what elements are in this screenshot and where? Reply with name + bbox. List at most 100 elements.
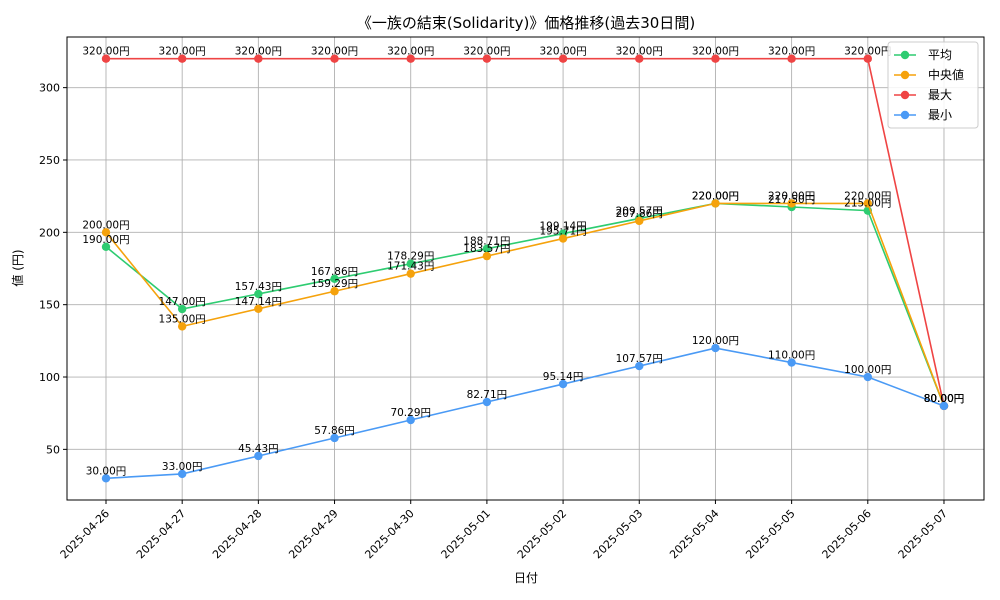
data-point (787, 199, 796, 208)
data-label: 80.00円 (924, 393, 965, 405)
data-label: 195.71円 (539, 226, 586, 238)
data-label: 95.14円 (543, 371, 584, 383)
legend-label: 最大 (928, 88, 952, 102)
legend-label: 平均 (928, 48, 952, 62)
data-label: 167.86円 (311, 266, 358, 278)
data-label: 217.50円 (768, 194, 815, 206)
y-tick-label: 200 (39, 226, 60, 239)
data-label: 57.86円 (314, 425, 355, 437)
data-label: 110.00円 (768, 350, 815, 362)
data-label: 80.00円 (924, 393, 965, 405)
data-point (635, 361, 644, 371)
data-point (330, 54, 339, 63)
data-label: 30.00円 (86, 465, 127, 477)
data-label: 220.00円 (692, 190, 739, 202)
data-point (482, 54, 492, 63)
data-label: 82.71円 (467, 389, 508, 401)
legend-label: 最小 (928, 108, 952, 122)
data-label: 147.00円 (159, 296, 206, 308)
data-point (177, 54, 187, 63)
x-tick-label: 2025-04-26 (58, 507, 112, 561)
data-point (254, 451, 263, 461)
data-point (177, 304, 187, 314)
data-label: 320.00円 (768, 46, 815, 58)
data-label: 320.00円 (463, 46, 510, 58)
data-point (939, 401, 949, 411)
data-point (482, 251, 492, 261)
legend-box (887, 41, 979, 129)
legend-marker (900, 110, 910, 120)
data-point (558, 234, 568, 243)
x-axis-label: 日付 (514, 571, 538, 585)
data-label: 178.29円 (387, 251, 434, 263)
data-point (787, 358, 796, 367)
x-tick-label: 2025-05-05 (743, 507, 797, 561)
data-point (558, 379, 568, 389)
data-point (101, 54, 111, 63)
y-tick-label: 300 (39, 82, 60, 95)
data-label: 320.00円 (82, 46, 129, 58)
data-point (101, 228, 111, 237)
data-label: 320.00円 (235, 46, 282, 58)
x-tick-label: 2025-05-01 (439, 507, 493, 561)
data-label: 220.00円 (768, 190, 815, 202)
data-label: 199.14円 (539, 221, 586, 233)
legend-marker (900, 90, 910, 100)
series-line (105, 202, 945, 407)
series-group (101, 54, 949, 483)
data-label: 320.00円 (539, 46, 586, 58)
data-label: 183.57円 (463, 243, 510, 255)
series-line (105, 202, 945, 407)
data-point (254, 54, 263, 63)
data-point (635, 216, 644, 226)
data-point (330, 274, 339, 284)
data-point (177, 322, 187, 331)
data-label: 190.00円 (82, 234, 129, 246)
plot-area (66, 36, 985, 501)
data-point (330, 433, 339, 443)
data-label: 188.71円 (463, 236, 510, 248)
data-point (406, 415, 415, 425)
data-point (330, 287, 339, 296)
y-axis-label: 値 (円) (10, 249, 25, 286)
data-labels: 190.00円 147.00円 157.43円 167.86円 178.29円 188.7… (82, 46, 964, 478)
data-point (787, 54, 796, 63)
data-label: 320.00円 (159, 46, 206, 58)
data-label: 320.00円 (616, 46, 663, 58)
legend-marker (900, 50, 910, 60)
data-point (863, 372, 872, 382)
y-tick-label: 150 (39, 299, 60, 312)
data-point (558, 54, 568, 63)
data-label: 207.86円 (616, 208, 663, 220)
data-label: 80.00円 (924, 393, 965, 405)
data-label: 320.00円 (844, 46, 891, 58)
data-label: 220.00円 (692, 190, 739, 202)
data-label: 320.00円 (311, 46, 358, 58)
data-point (254, 289, 263, 299)
x-axis-ticks: 2025-04-26 2025-04-27 2025-04-28 2025-04-29… (58, 500, 950, 561)
data-label: 209.57円 (616, 205, 663, 217)
data-point (711, 54, 720, 63)
data-label: 147.14円 (235, 296, 282, 308)
data-point (711, 199, 720, 208)
data-point (482, 397, 492, 407)
x-tick-label: 2025-04-30 (362, 507, 416, 561)
data-label: 320.00円 (692, 46, 739, 58)
data-label: 80.00円 (924, 393, 965, 405)
y-tick-label: 50 (46, 443, 60, 456)
data-point (406, 269, 415, 278)
y-tick-label: 250 (39, 154, 60, 167)
y-axis-ticks: 50 100 150 200 250 300 (39, 82, 67, 456)
legend-marker (900, 70, 910, 80)
x-tick-label: 2025-04-27 (134, 507, 188, 561)
data-label: 171.43円 (387, 261, 434, 273)
grid-lines (67, 37, 984, 500)
x-tick-label: 2025-05-03 (591, 507, 645, 561)
data-label: 135.00円 (159, 313, 206, 325)
x-tick-label: 2025-04-29 (286, 507, 340, 561)
x-tick-label: 2025-05-07 (896, 507, 950, 561)
data-point (254, 304, 263, 314)
data-point (101, 242, 111, 251)
